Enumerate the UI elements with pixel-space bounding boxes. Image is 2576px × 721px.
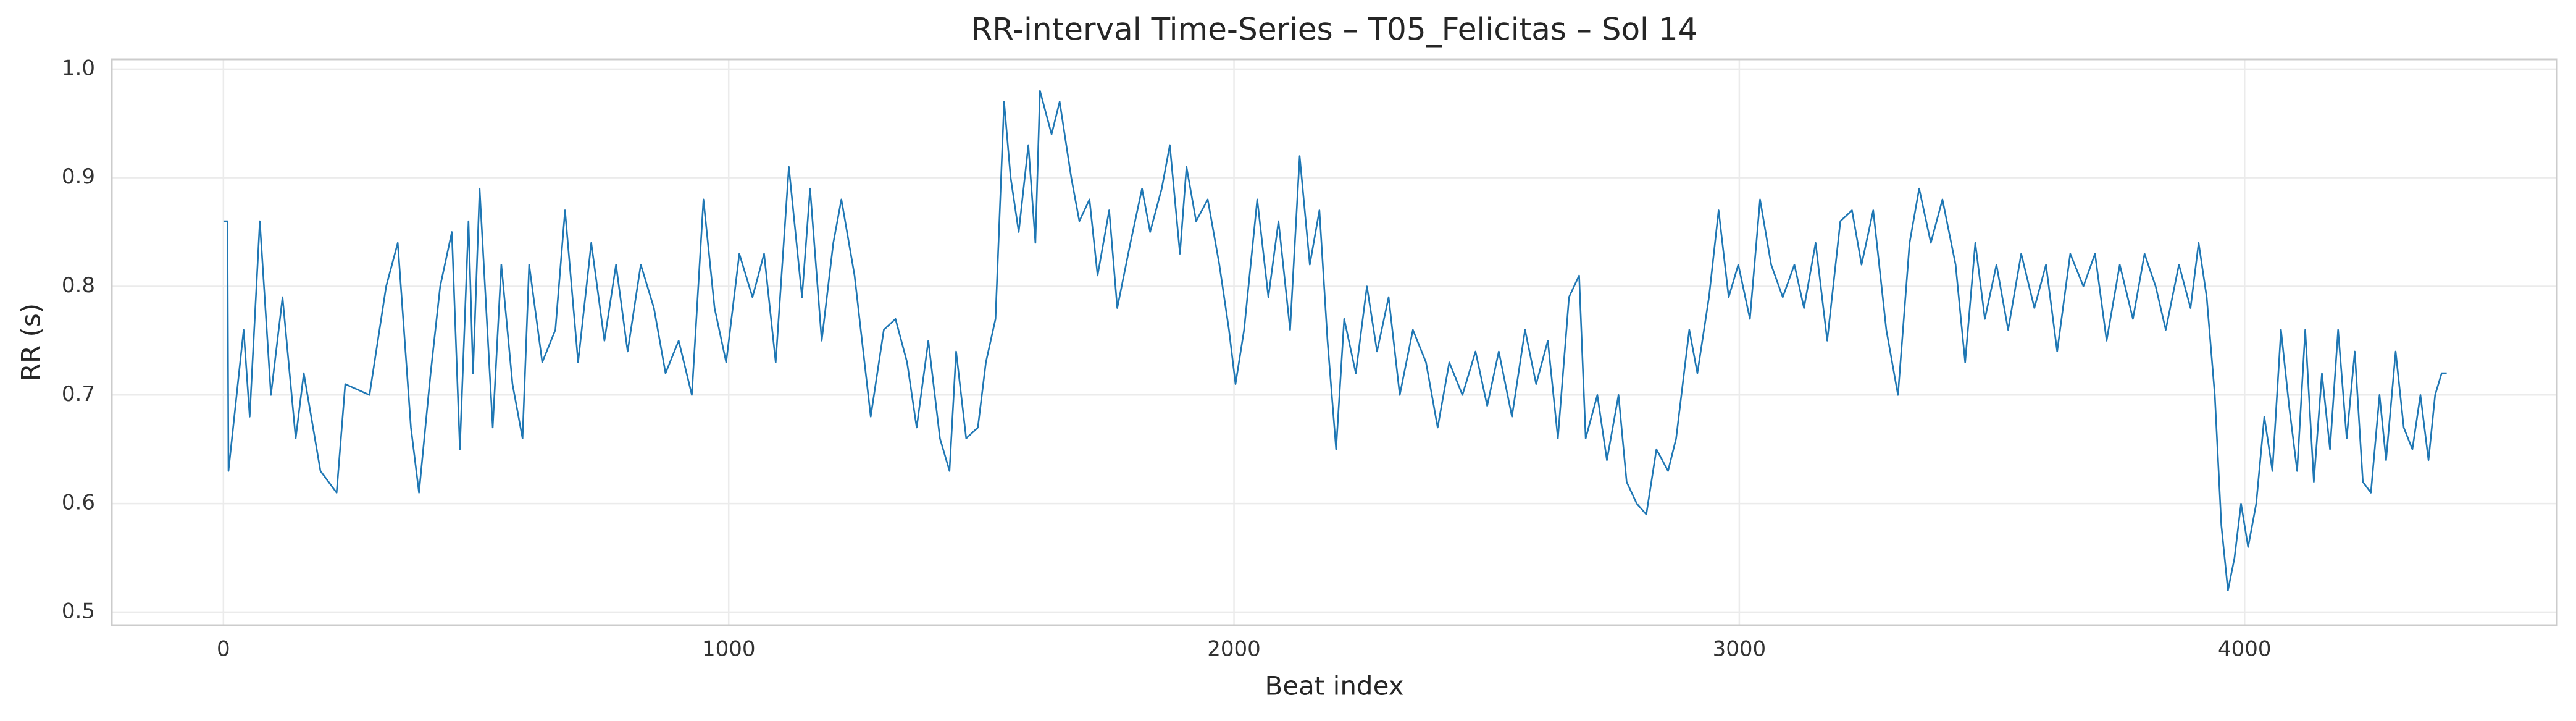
x-axis-label: Beat index [1265,671,1403,701]
y-tick-label: 0.8 [62,273,95,298]
x-tick-label: 4000 [2218,637,2272,662]
y-tick-label: 0.7 [62,382,95,407]
chart-title: RR-interval Time-Series – T05_Felicitas … [971,12,1698,48]
data-line [223,90,2447,591]
y-tick-label: 1.0 [62,56,95,80]
plot-frame [111,58,2558,626]
x-tick-label: 2000 [1207,637,1261,662]
x-tick-label: 0 [217,637,230,662]
x-tick-label: 1000 [702,637,756,662]
y-tick-label: 0.9 [62,164,95,189]
y-tick-label: 0.6 [62,491,95,515]
y-axis-label: RR (s) [16,303,46,381]
x-tick-label: 3000 [1713,637,1767,662]
y-tick-label: 0.5 [62,599,95,623]
